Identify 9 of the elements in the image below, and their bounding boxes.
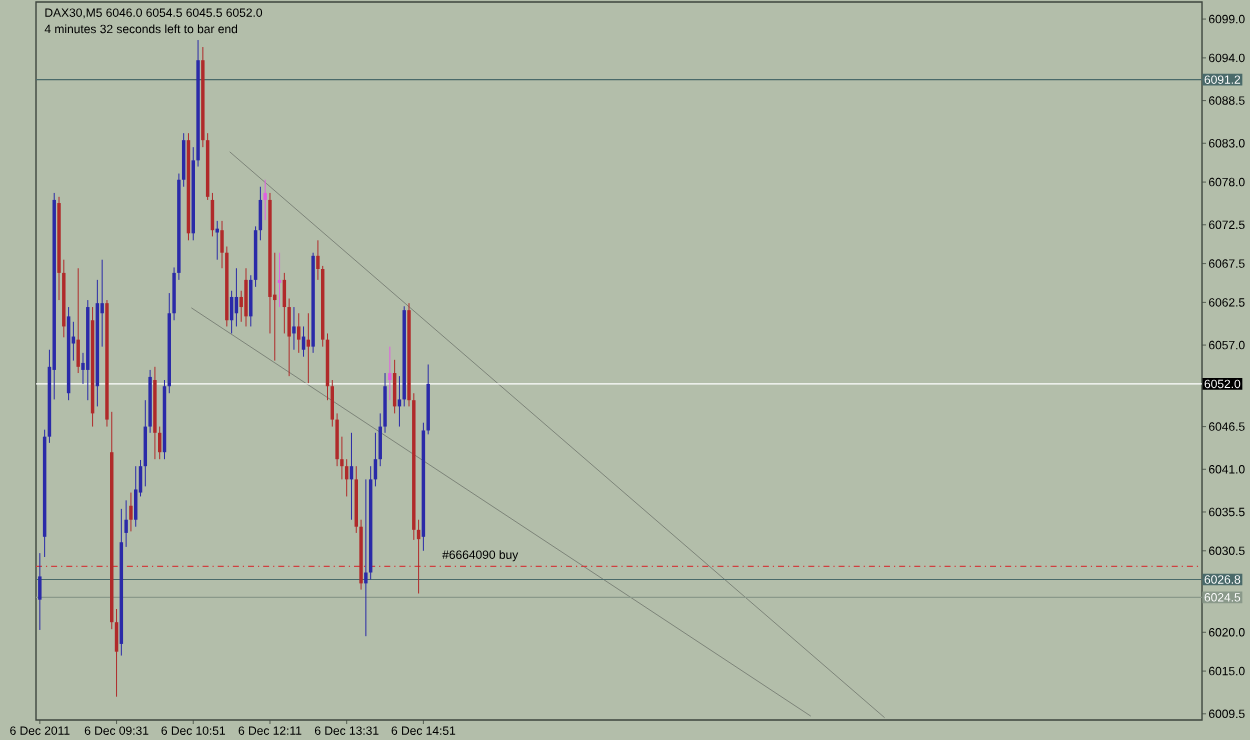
- candlestick: [297, 312, 301, 354]
- candlestick: [38, 552, 42, 631]
- candlestick: [215, 220, 219, 261]
- candlestick: [76, 267, 80, 374]
- candlestick: [388, 346, 392, 401]
- candlestick: [244, 267, 248, 327]
- candlestick: [263, 179, 267, 221]
- candlestick: [292, 306, 296, 351]
- candlestick: [129, 492, 133, 532]
